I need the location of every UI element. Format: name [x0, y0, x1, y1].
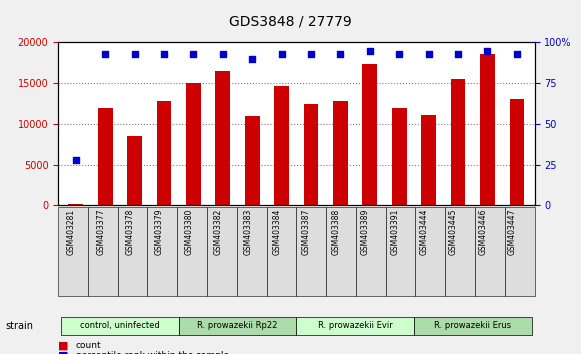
Bar	[392, 108, 407, 205]
Bar	[333, 101, 348, 205]
Point	[277, 51, 286, 57]
Point	[512, 51, 522, 57]
Point	[130, 51, 139, 57]
Text: control, uninfected: control, uninfected	[80, 321, 160, 330]
Text: count: count	[76, 341, 101, 350]
Text: R. prowazekii Erus: R. prowazekii Erus	[434, 321, 511, 330]
Point	[365, 48, 375, 53]
Point	[306, 51, 315, 57]
Text: GSM403445: GSM403445	[449, 209, 458, 255]
Bar	[69, 204, 83, 205]
Text: GSM403384: GSM403384	[272, 209, 282, 255]
Text: GSM403377: GSM403377	[96, 209, 105, 255]
Bar	[245, 116, 260, 205]
Text: GDS3848 / 27779: GDS3848 / 27779	[229, 14, 352, 28]
Text: GSM403382: GSM403382	[214, 209, 223, 255]
Text: R. prowazekii Rp22: R. prowazekii Rp22	[198, 321, 278, 330]
Text: GSM403447: GSM403447	[508, 209, 517, 255]
Bar	[186, 83, 200, 205]
Text: GSM403383: GSM403383	[243, 209, 252, 255]
Point	[248, 56, 257, 62]
Text: GSM403446: GSM403446	[479, 209, 487, 255]
Text: strain: strain	[6, 321, 34, 331]
Point	[189, 51, 198, 57]
Point	[394, 51, 404, 57]
Bar	[451, 79, 465, 205]
Point	[336, 51, 345, 57]
Text: GSM403379: GSM403379	[155, 209, 164, 255]
Bar	[510, 99, 524, 205]
Text: ■: ■	[58, 351, 69, 354]
Text: GSM403380: GSM403380	[184, 209, 193, 255]
Bar	[363, 64, 377, 205]
Text: GSM403389: GSM403389	[361, 209, 370, 255]
Text: GSM403444: GSM403444	[419, 209, 429, 255]
Text: GSM403391: GSM403391	[390, 209, 399, 255]
Text: GSM403378: GSM403378	[125, 209, 135, 255]
Point	[424, 51, 433, 57]
Text: percentile rank within the sample: percentile rank within the sample	[76, 351, 229, 354]
Bar	[98, 108, 113, 205]
Text: R. prowazekii Evir: R. prowazekii Evir	[318, 321, 393, 330]
Point	[483, 48, 492, 53]
Point	[71, 157, 80, 162]
Point	[453, 51, 462, 57]
Text: GSM403281: GSM403281	[67, 209, 76, 255]
Point	[218, 51, 227, 57]
Point	[159, 51, 168, 57]
Point	[101, 51, 110, 57]
Text: GSM403387: GSM403387	[302, 209, 311, 255]
Bar	[480, 54, 495, 205]
Bar	[157, 101, 171, 205]
Bar	[421, 115, 436, 205]
Bar	[127, 136, 142, 205]
Text: ■: ■	[58, 340, 69, 350]
Bar	[274, 86, 289, 205]
Bar	[216, 71, 230, 205]
Text: GSM403388: GSM403388	[331, 209, 340, 255]
Bar	[304, 103, 318, 205]
